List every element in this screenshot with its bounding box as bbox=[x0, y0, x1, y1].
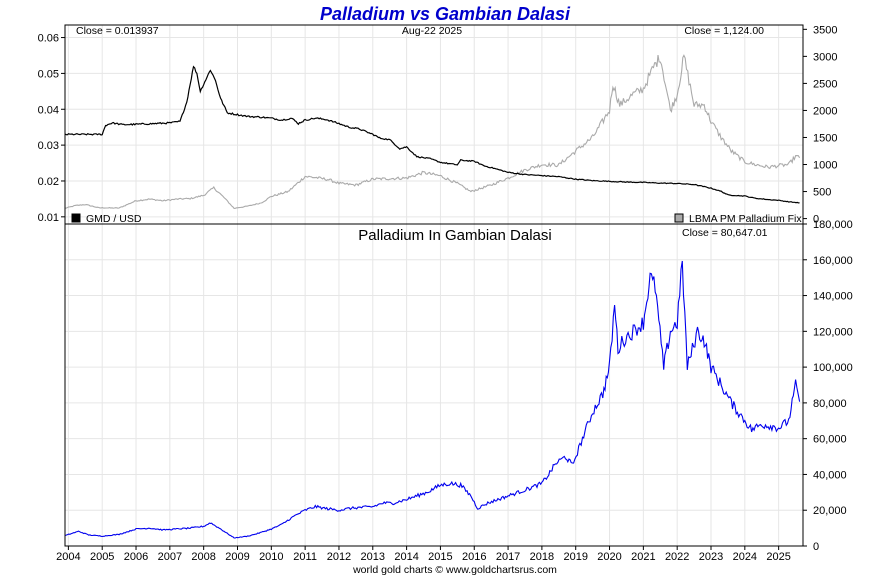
bottom-right-axis: 0 20,000 40,000 60,000 80,000 100,000 120,000 1… bbox=[803, 219, 853, 553]
x-tick-label: 2016 bbox=[462, 551, 486, 563]
x-tick-label: 2014 bbox=[394, 551, 418, 563]
right-tick-label: 3500 bbox=[813, 24, 837, 36]
chart-title: Palladium vs Gambian Dalasi bbox=[320, 4, 571, 24]
bottom-right-tick-label: 0 bbox=[813, 541, 819, 553]
footer-credit: world gold charts © www.goldchartsrus.co… bbox=[352, 564, 557, 575]
bottom-right-tick-label: 60,000 bbox=[813, 434, 847, 446]
right-tick-label: 2500 bbox=[813, 78, 837, 90]
bottom-right-tick-label: 160,000 bbox=[813, 255, 853, 267]
gmd-usd-series bbox=[64, 65, 800, 204]
bottom-right-tick-label: 100,000 bbox=[813, 362, 853, 374]
x-tick-label: 2018 bbox=[530, 551, 554, 563]
right-tick-label: 3000 bbox=[813, 51, 837, 63]
left-tick-label: 0.01 bbox=[38, 212, 59, 224]
legend-swatch-gmd bbox=[71, 213, 81, 223]
x-tick-label: 2008 bbox=[191, 551, 215, 563]
bottom-right-tick-label: 120,000 bbox=[813, 326, 853, 338]
palladium-gmd-line bbox=[64, 260, 801, 539]
x-tick-label: 2020 bbox=[597, 551, 621, 563]
palladium-in-gambian-dalasi-series bbox=[64, 260, 801, 539]
left-tick-label: 0.03 bbox=[38, 140, 59, 152]
bottom-right-tick-label: 20,000 bbox=[813, 505, 847, 517]
x-tick-label: 2004 bbox=[56, 551, 80, 563]
legend-swatch-palladium bbox=[674, 213, 684, 223]
x-tick-label: 2023 bbox=[699, 551, 723, 563]
top-panel: 0.01 0.02 0.03 0.04 0.05 0.06 0 500 1000 1500 200… bbox=[38, 24, 838, 225]
x-tick-label: 2017 bbox=[496, 551, 520, 563]
bottom-header-close: Close = 80,647.01 bbox=[682, 227, 768, 239]
x-tick-label: 2015 bbox=[428, 551, 452, 563]
x-tick-label: 2025 bbox=[766, 551, 790, 563]
x-tick-label: 2005 bbox=[90, 551, 114, 563]
left-tick-label: 0.06 bbox=[38, 33, 59, 45]
right-tick-label: 500 bbox=[813, 187, 831, 199]
x-tick-label: 2013 bbox=[361, 551, 385, 563]
header-right-close: Close = 1,124.00 bbox=[684, 25, 764, 37]
x-tick-label: 2019 bbox=[563, 551, 587, 563]
right-tick-label: 2000 bbox=[813, 105, 837, 117]
bottom-panel-title: Palladium In Gambian Dalasi bbox=[358, 227, 551, 244]
left-tick-label: 0.02 bbox=[38, 176, 59, 188]
palladium-fix-line bbox=[64, 54, 801, 209]
x-tick-label: 2006 bbox=[124, 551, 148, 563]
legend-gmd-usd: GMD / USD bbox=[86, 213, 142, 225]
bottom-panel: 0 20,000 40,000 60,000 80,000 100,000 120,000 1… bbox=[56, 219, 853, 563]
right-tick-label: 1000 bbox=[813, 160, 837, 172]
header-date: Aug-22 2025 bbox=[402, 25, 462, 37]
x-tick-label: 2024 bbox=[733, 551, 757, 563]
right-tick-label: 1500 bbox=[813, 132, 837, 144]
legend-palladium-fix: LBMA PM Palladium Fix bbox=[689, 213, 802, 225]
x-tick-label: 2007 bbox=[158, 551, 182, 563]
right-tick-label: 0 bbox=[813, 214, 819, 226]
bottom-right-tick-label: 180,000 bbox=[813, 219, 853, 231]
left-tick-label: 0.05 bbox=[38, 68, 59, 80]
x-tick-label: 2011 bbox=[293, 551, 317, 563]
x-tick-label: 2021 bbox=[631, 551, 655, 563]
left-tick-label: 0.04 bbox=[38, 104, 59, 116]
top-left-axis: 0.01 0.02 0.03 0.04 0.05 0.06 bbox=[38, 33, 65, 224]
bottom-panel-frame bbox=[64, 223, 804, 547]
x-axis: 2004 2005 2006 2007 2008 2009 2010 2011 2012 2013… bbox=[56, 546, 791, 563]
x-tick-label: 2010 bbox=[259, 551, 283, 563]
x-tick-label: 2009 bbox=[225, 551, 249, 563]
gmd-usd-line bbox=[64, 65, 800, 204]
header-left-close: Close = 0.013937 bbox=[76, 25, 159, 37]
bottom-right-tick-label: 140,000 bbox=[813, 291, 853, 303]
bottom-right-tick-label: 40,000 bbox=[813, 469, 847, 481]
bottom-right-tick-label: 80,000 bbox=[813, 398, 847, 410]
x-tick-label: 2012 bbox=[327, 551, 351, 563]
palladium-fix-series bbox=[64, 54, 801, 209]
top-right-axis: 0 500 1000 1500 2000 2500 3000 3500 bbox=[803, 24, 837, 226]
x-tick-label: 2022 bbox=[665, 551, 689, 563]
